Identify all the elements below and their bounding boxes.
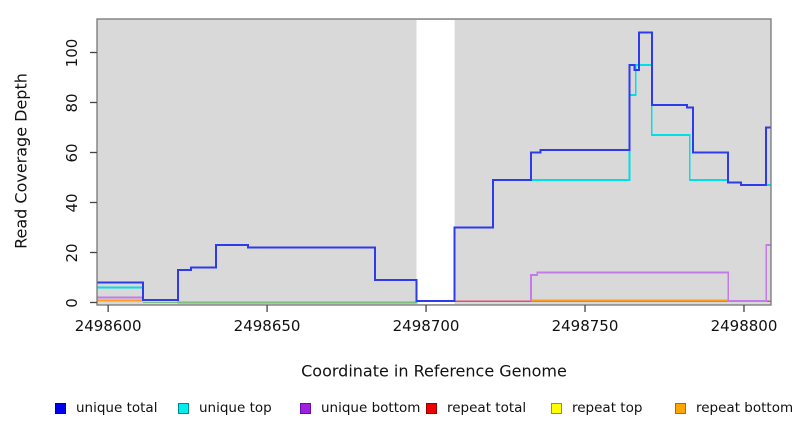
y-tick-label: 80 xyxy=(63,92,81,113)
legend: unique total unique top unique bottom re… xyxy=(0,398,792,422)
y-axis-title: Read Coverage Depth xyxy=(11,73,31,249)
legend-item-unique-bottom: unique bottom xyxy=(300,398,420,418)
legend-item-repeat-bottom: repeat bottom xyxy=(675,398,792,418)
x-tick-label: 2498600 xyxy=(74,317,142,335)
legend-label: repeat top xyxy=(572,400,643,416)
x-axis-title: Coordinate in Reference Genome xyxy=(301,361,567,381)
x-tick-label: 2498700 xyxy=(392,317,460,335)
legend-label: repeat bottom xyxy=(696,400,792,416)
legend-label: repeat total xyxy=(447,400,527,416)
plot-area xyxy=(90,18,772,312)
y-tick-label: 40 xyxy=(63,192,81,213)
legend-item-repeat-top: repeat top xyxy=(551,398,642,418)
unique-top-swatch-icon xyxy=(178,402,189,414)
legend-label: unique bottom xyxy=(321,400,421,416)
x-tick-label: 2498800 xyxy=(710,317,778,335)
x-tick-label: 2498750 xyxy=(551,317,619,335)
y-tick-label: 0 xyxy=(63,297,81,308)
repeat-total-swatch-icon xyxy=(426,402,437,414)
unique-bottom-swatch-icon xyxy=(300,402,311,414)
y-tick-label: 100 xyxy=(63,38,81,67)
repeat-top-swatch-icon xyxy=(551,402,562,414)
y-tick-label: 60 xyxy=(63,142,81,163)
x-tick-label: 2498650 xyxy=(233,317,301,335)
unique-total-swatch-icon xyxy=(55,402,66,414)
repeat-bottom-swatch-icon xyxy=(675,402,686,414)
legend-item-unique-top: unique top xyxy=(178,398,272,418)
y-tick-label: 20 xyxy=(63,242,81,263)
legend-item-repeat-total: repeat total xyxy=(426,398,526,418)
legend-label: unique total xyxy=(76,400,158,416)
legend-label: unique top xyxy=(199,400,272,416)
legend-item-unique-total: unique total xyxy=(55,398,157,418)
